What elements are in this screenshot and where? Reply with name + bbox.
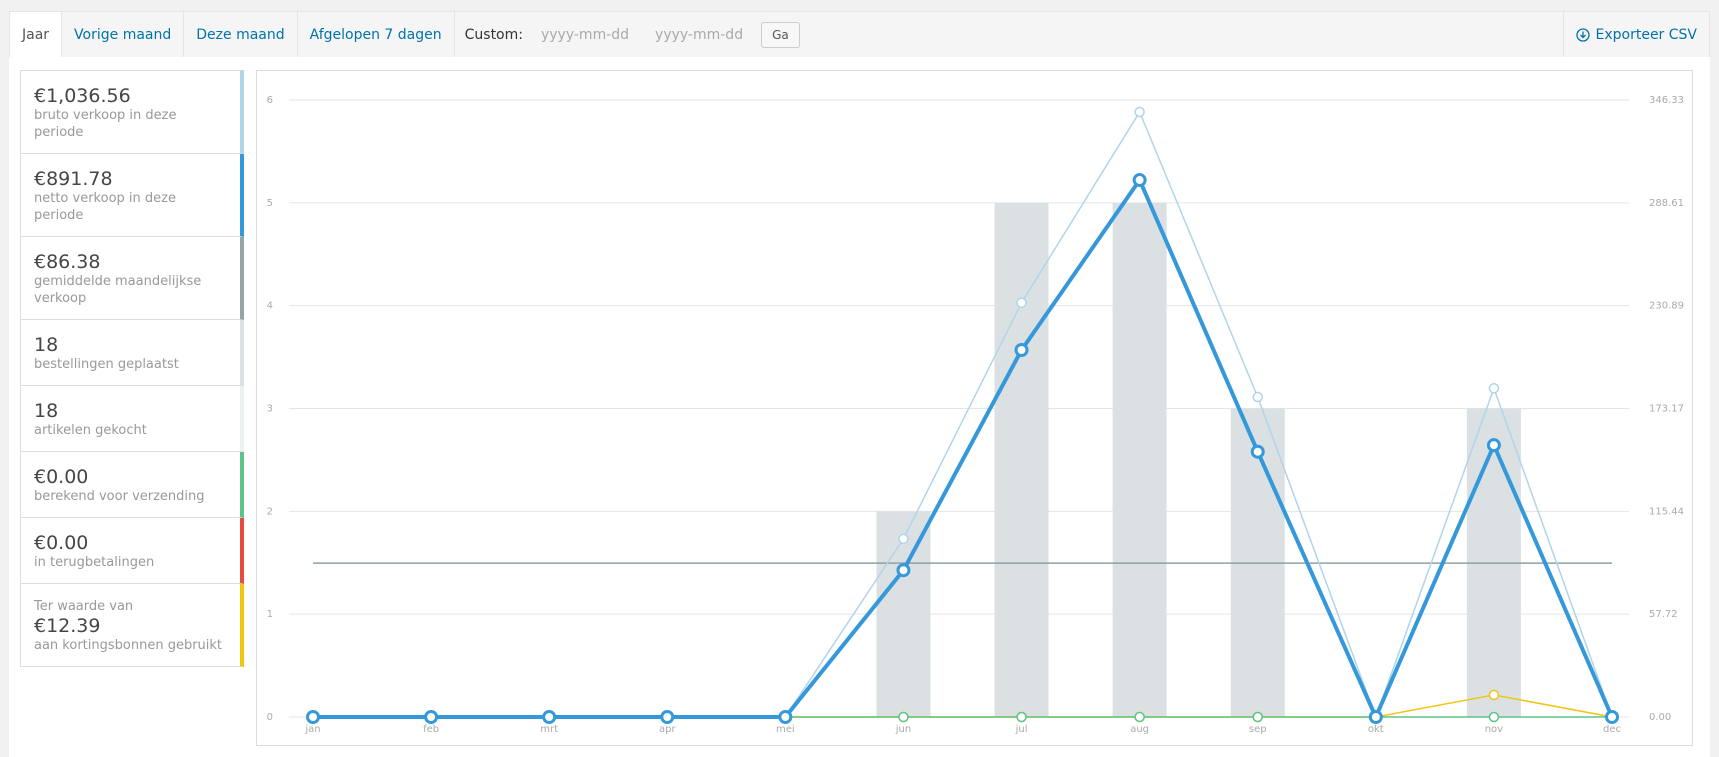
y-tick-label: 1 xyxy=(267,609,273,620)
x-tick-label: feb xyxy=(423,724,439,735)
point xyxy=(1488,711,1500,723)
end-date-input[interactable]: yyyy-mm-dd xyxy=(655,26,744,43)
summary-label: bestellingen geplaatst xyxy=(34,357,179,372)
point xyxy=(660,710,675,724)
x-tick-label: mei xyxy=(776,724,795,735)
custom-range: Custom: yyyy-mm-dd yyyy-mm-dd Ga xyxy=(455,12,810,57)
x-tick-label: jun xyxy=(895,724,911,735)
summary-value: €12.39 xyxy=(34,615,101,637)
summary-label: artikelen gekocht xyxy=(34,423,147,438)
bar xyxy=(1112,202,1167,718)
y2-tick-label: 230.89 xyxy=(1649,301,1684,312)
summary-label: aan kortingsbonnen gebruikt xyxy=(34,638,223,653)
custom-label: Custom: xyxy=(464,26,523,43)
chart-box: 0 1 2 3 4 5 6 0.00 57.72 115.44 173.17 230.89 288.61… xyxy=(256,70,1693,746)
tab[interactable]: Jaar xyxy=(10,12,63,57)
point xyxy=(1605,710,1619,724)
point xyxy=(1252,391,1263,403)
bar xyxy=(876,511,931,717)
summary-value: €0.00 xyxy=(34,466,89,488)
summary-item[interactable]: €1,036.56 bruto verkoop in deze periode xyxy=(20,70,244,154)
summary-label: berekend voor verzending xyxy=(34,489,205,504)
point xyxy=(896,563,911,578)
tab[interactable]: Afgelopen 7 dagen xyxy=(298,12,455,57)
summary-item[interactable]: €891.78 netto verkoop in deze periode xyxy=(20,154,244,237)
point xyxy=(898,533,909,545)
summary-value: 18 xyxy=(34,334,59,356)
summary-value: €891.78 xyxy=(34,168,113,190)
point xyxy=(1488,689,1500,701)
summary-list: €1,036.56 bruto verkoop in deze periode €8… xyxy=(20,70,244,667)
y-tick-label: 3 xyxy=(267,404,273,415)
y-tick-label: 0 xyxy=(267,712,273,723)
point xyxy=(424,710,439,724)
y2-tick-label: 0.00 xyxy=(1649,712,1671,723)
export-label: Exporteer CSV xyxy=(1595,26,1698,43)
export-button[interactable]: Exporteer CSV xyxy=(1562,12,1710,57)
summary-prefix: Ter waarde van xyxy=(34,599,134,614)
summary-item[interactable]: €0.00 in terugbetalingen xyxy=(20,518,244,584)
x-tick-label: nov xyxy=(1485,724,1503,735)
point xyxy=(1250,444,1265,459)
summary-value: €1,036.56 xyxy=(34,85,131,107)
start-date-input[interactable]: yyyy-mm-dd xyxy=(540,26,630,43)
summary-item[interactable]: Ter waarde van €12.39 aan kortingsbonnen g… xyxy=(20,584,244,667)
point xyxy=(1014,343,1029,358)
summary-label: netto verkoop in deze periode xyxy=(34,191,176,223)
chart: 0 1 2 3 4 5 6 0.00 57.72 115.44 173.17 230.89 288.61… xyxy=(267,95,1684,735)
tab[interactable]: Deze maand xyxy=(184,12,298,57)
summary-item[interactable]: 18 artikelen gekocht xyxy=(20,386,244,452)
summary-label: bruto verkoop in deze periode xyxy=(34,108,177,140)
bar xyxy=(994,202,1049,718)
point xyxy=(1488,383,1500,394)
point xyxy=(1134,711,1145,723)
y2-tick-label: 346.33 xyxy=(1649,95,1684,106)
point xyxy=(1016,711,1027,723)
x-tick-label: sep xyxy=(1249,724,1267,735)
tab[interactable]: Vorige maand xyxy=(62,12,185,57)
y-tick-label: 4 xyxy=(267,301,273,312)
summary-item[interactable]: €0.00 berekend voor verzending xyxy=(20,452,244,518)
download-icon xyxy=(1575,27,1590,42)
series-line xyxy=(313,178,1614,719)
summary-value: €86.38 xyxy=(34,251,101,273)
point xyxy=(306,710,320,724)
point xyxy=(1368,710,1383,724)
point xyxy=(1134,106,1145,118)
tab-bar: Jaar Vorige maand Deze maand Afgelopen 7… xyxy=(9,11,1710,58)
point xyxy=(542,710,557,724)
point xyxy=(1016,297,1027,309)
summary-item[interactable]: 18 bestellingen geplaatst xyxy=(20,320,244,386)
point xyxy=(778,710,793,724)
summary-label: gemiddelde maandelijkse verkoop xyxy=(34,274,202,306)
y2-tick-label: 57.72 xyxy=(1649,609,1678,620)
go-button[interactable]: Ga xyxy=(761,21,800,48)
x-tick-label: apr xyxy=(659,724,676,735)
x-tick-label: dec xyxy=(1603,724,1621,735)
summary-label: in terugbetalingen xyxy=(34,555,155,570)
point xyxy=(1252,711,1263,723)
y-tick-label: 6 xyxy=(267,95,273,106)
point xyxy=(1132,173,1147,188)
x-tick-label: aug xyxy=(1130,724,1149,735)
x-tick-label: okt xyxy=(1368,724,1384,735)
x-tick-label: jan xyxy=(304,724,320,735)
summary-value: 18 xyxy=(34,400,59,422)
y-tick-label: 5 xyxy=(267,198,273,209)
y2-tick-label: 288.61 xyxy=(1649,198,1684,209)
y-tick-label: 2 xyxy=(267,506,273,517)
point xyxy=(898,711,909,723)
series-line xyxy=(313,694,1613,718)
summary-value: €0.00 xyxy=(34,532,89,554)
x-tick-label: mrt xyxy=(540,724,558,735)
summary-item[interactable]: €86.38 gemiddelde maandelijkse verkoop xyxy=(20,237,244,320)
y2-tick-label: 173.17 xyxy=(1649,403,1684,414)
point xyxy=(1486,438,1501,453)
x-tick-label: jul xyxy=(1015,724,1028,735)
y2-tick-label: 115.44 xyxy=(1649,506,1684,517)
